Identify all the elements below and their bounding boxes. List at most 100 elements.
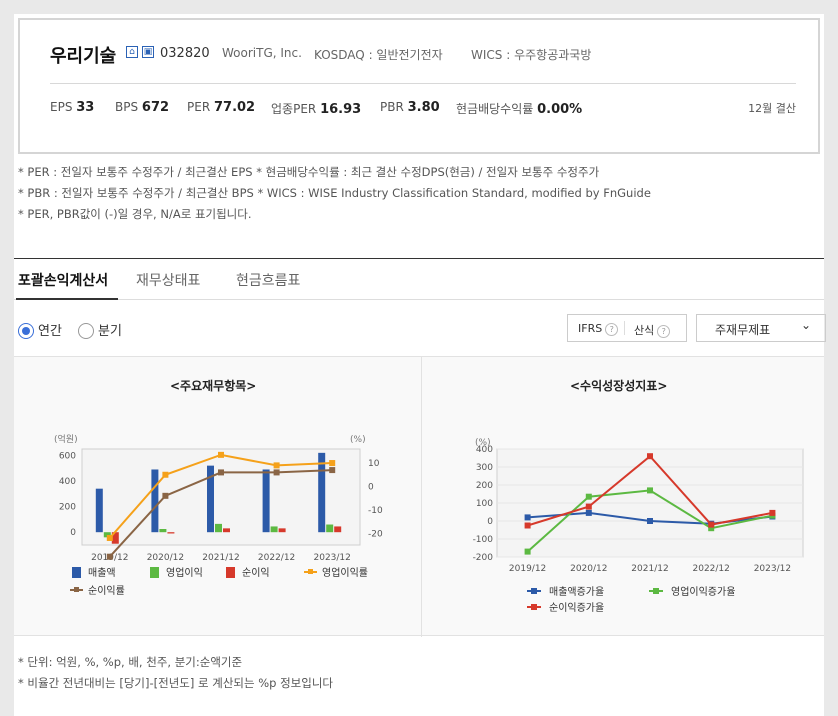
bar-영업이익 bbox=[270, 526, 278, 533]
definition-notes: * PER : 전일자 보통주 수정주가 / 최근결산 EPS * 현금배당수익… bbox=[18, 162, 651, 225]
radio-annual[interactable]: 연간 bbox=[18, 320, 62, 339]
footnotes: * 단위: 억원, %, %p, 배, 천주, 분기:순액기준 * 비율간 전년… bbox=[18, 652, 333, 694]
tab-income-statement[interactable]: 포괄손익계산서 bbox=[18, 273, 109, 289]
y2-tick-label: -10 bbox=[368, 506, 383, 516]
bar-영업이익 bbox=[215, 523, 222, 533]
x-tick-label: 2022/12 bbox=[693, 564, 730, 574]
legend-swatch bbox=[72, 567, 81, 578]
statement-type-select[interactable]: 주재무제표 ⌄ bbox=[696, 314, 826, 342]
formula-option[interactable]: 산식? bbox=[634, 322, 671, 338]
point-순이익률 bbox=[218, 469, 224, 476]
legend-marker bbox=[653, 588, 659, 594]
legend-label: 매출액증가율 bbox=[549, 586, 604, 598]
legend-label: 순이익률 bbox=[88, 585, 125, 597]
left-unit-label: (억원) bbox=[54, 433, 78, 445]
company-header: 우리기술 ⌂ ▣ 032820 WooriTG, Inc. KOSDAQ : 일… bbox=[50, 42, 796, 84]
stock-code: 032820 bbox=[160, 46, 210, 61]
page: 우리기술 ⌂ ▣ 032820 WooriTG, Inc. KOSDAQ : 일… bbox=[14, 14, 826, 716]
y-tick-label: 0 bbox=[70, 528, 76, 538]
y-tick-label: 100 bbox=[476, 499, 493, 509]
x-tick-label: 2021/12 bbox=[631, 564, 668, 574]
point-영업이익증가율 bbox=[524, 548, 531, 555]
radio-annual-label: 연간 bbox=[38, 324, 62, 339]
x-tick-label: 2021/12 bbox=[202, 553, 239, 563]
metric-per: PER 77.02 bbox=[187, 100, 256, 115]
market-sector: KOSDAQ : 일반전기전자 bbox=[314, 48, 443, 62]
growth-chart: (%)400 300 200 100 0 -100 -200 2019/12 2020/12 20… bbox=[473, 438, 804, 614]
point-매출액증가율 bbox=[524, 514, 531, 521]
bar-순이익 bbox=[334, 526, 342, 533]
tab-cash-flow[interactable]: 현금흐름표 bbox=[236, 273, 301, 289]
metric-bps: BPS 672 bbox=[115, 100, 170, 115]
ifrs-option[interactable]: IFRS? bbox=[578, 322, 619, 336]
point-순이익률 bbox=[106, 553, 113, 560]
x-tick-label: 2023/12 bbox=[754, 564, 791, 574]
ir-icon[interactable]: ▣ bbox=[142, 46, 154, 58]
accounting-options: IFRS? 산식? bbox=[567, 314, 687, 342]
radio-unchecked-icon[interactable] bbox=[78, 323, 94, 339]
y-tick-label: 200 bbox=[476, 481, 493, 491]
bar-영업이익 bbox=[159, 529, 167, 533]
radio-quarter[interactable]: 분기 bbox=[78, 320, 122, 339]
point-영업이익률 bbox=[106, 534, 113, 541]
section-divider bbox=[14, 258, 824, 259]
point-순이익증가율 bbox=[524, 522, 531, 529]
legend-marker bbox=[74, 587, 79, 592]
note-line: * PER : 전일자 보통주 수정주가 / 최근결산 EPS * 현금배당수익… bbox=[18, 165, 600, 179]
bar-매출액 bbox=[207, 465, 214, 533]
point-순이익증가율 bbox=[708, 521, 715, 528]
x-tick-label: 2020/12 bbox=[147, 553, 184, 563]
y-tick-label: -100 bbox=[473, 535, 494, 545]
legend-label: 순이익증가율 bbox=[549, 602, 604, 614]
help-icon[interactable]: ? bbox=[657, 325, 671, 338]
wics-sector: WICS : 우주항공과국방 bbox=[471, 48, 592, 62]
left-unit-label: (%) bbox=[475, 438, 491, 448]
legend-label: 영업이익 bbox=[166, 566, 203, 579]
point-순이익증가율 bbox=[769, 509, 776, 516]
y-tick-label: 0 bbox=[487, 517, 493, 527]
right-unit-label: (%) bbox=[350, 435, 366, 445]
y-tick-label: 400 bbox=[59, 477, 76, 487]
legend-marker bbox=[531, 604, 537, 610]
legend-swatch bbox=[226, 567, 235, 578]
english-name: WooriTG, Inc. bbox=[222, 46, 302, 60]
point-순이익률 bbox=[329, 467, 336, 474]
bar-매출액 bbox=[318, 452, 326, 533]
x-tick-label: 2022/12 bbox=[258, 553, 295, 563]
point-영업이익증가율 bbox=[647, 487, 653, 494]
y2-tick-label: 0 bbox=[368, 482, 374, 492]
bar-매출액 bbox=[262, 469, 270, 533]
settlement-month: 12월 결산 bbox=[748, 102, 796, 115]
metric-pbr: PBR 3.80 bbox=[380, 100, 440, 115]
metrics-row: EPS 33 BPS 672 PER 77.02 업종PER 16.93 PBR… bbox=[50, 100, 796, 120]
point-영업이익률 bbox=[329, 460, 336, 467]
radio-quarter-label: 분기 bbox=[98, 324, 122, 339]
point-매출액증가율 bbox=[647, 518, 653, 524]
bar-매출액 bbox=[95, 488, 103, 533]
tab-balance-sheet[interactable]: 재무상태표 bbox=[136, 273, 201, 289]
point-영업이익률 bbox=[273, 462, 280, 469]
help-icon[interactable]: ? bbox=[605, 323, 619, 336]
legend-label: 매출액 bbox=[88, 567, 116, 579]
bar-순이익 bbox=[111, 532, 119, 544]
financials-chart: (억원)(%)0200400600100-10-202019/122020/12… bbox=[54, 433, 383, 597]
metric-industry-per: 업종PER 16.93 bbox=[271, 102, 362, 117]
y-tick-label: 200 bbox=[59, 503, 76, 513]
company-summary: 우리기술 ⌂ ▣ 032820 WooriTG, Inc. KOSDAQ : 일… bbox=[18, 18, 820, 154]
chart-title-growth: <수익성장성지표> bbox=[570, 379, 668, 393]
chart-title-financials: <주요재무항목> bbox=[170, 379, 257, 393]
legend-label: 순이익 bbox=[242, 567, 270, 579]
bar-영업이익 bbox=[103, 532, 111, 538]
radio-checked-icon[interactable] bbox=[18, 323, 34, 339]
y-tick-label: 400 bbox=[476, 445, 493, 455]
footnote-line: * 단위: 억원, %, %p, 배, 천주, 분기:순액기준 bbox=[18, 655, 243, 669]
point-순이익률 bbox=[273, 469, 280, 476]
x-tick-label: 2019/12 bbox=[509, 564, 546, 574]
bar-순이익 bbox=[167, 532, 175, 534]
home-icon[interactable]: ⌂ bbox=[126, 46, 138, 58]
legend-label: 영업이익증가율 bbox=[671, 585, 735, 598]
y-tick-label: 600 bbox=[59, 451, 76, 461]
legend-label: 영업이익률 bbox=[322, 566, 368, 579]
chart-divider bbox=[421, 357, 422, 637]
formula-label: 산식 bbox=[634, 324, 655, 337]
